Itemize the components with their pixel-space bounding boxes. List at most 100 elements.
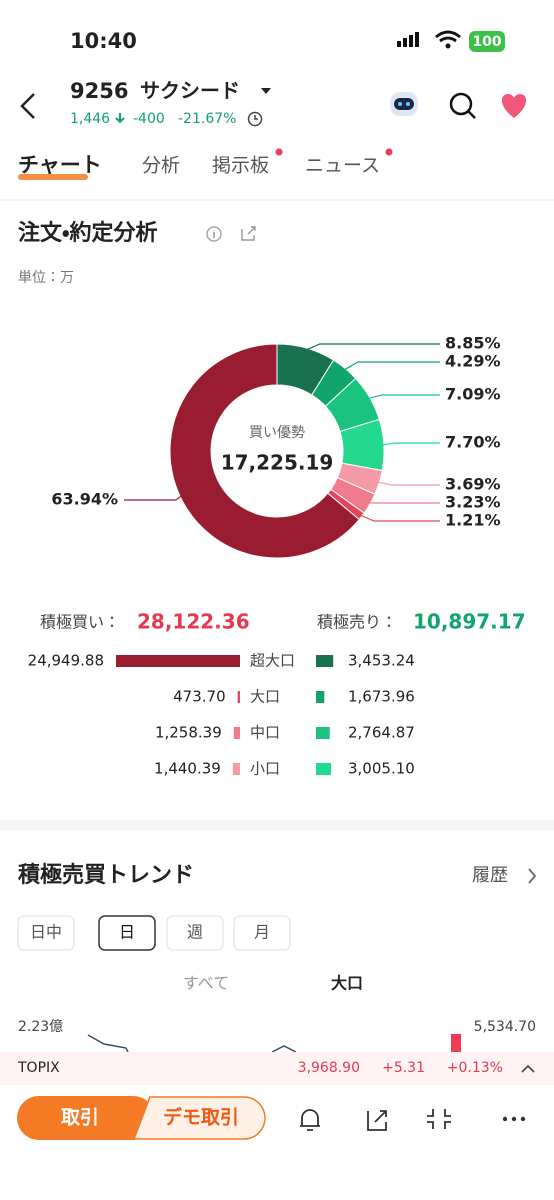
search-icon[interactable] <box>449 92 473 116</box>
tab-indicator <box>18 174 88 180</box>
search-handle <box>467 110 476 119</box>
sell-bar <box>316 691 325 703</box>
view-tab[interactable]: 大口 <box>331 974 363 993</box>
leader-line <box>343 361 440 371</box>
dropdown[interactable] <box>261 88 271 94</box>
right-axis-label: 5,534.70 <box>474 1019 536 1035</box>
donut-label: 8.85% <box>445 334 501 353</box>
tab[interactable]: チャート <box>18 153 102 177</box>
unit: 単位：万 <box>18 270 74 286</box>
wifi <box>435 30 461 43</box>
buy-bar <box>237 691 240 703</box>
donut-label: 7.09% <box>445 385 501 404</box>
index-price: 3,968.90 <box>298 1060 360 1076</box>
period-label: 日中 <box>30 923 62 942</box>
donut-center-value: 17,225.19 <box>221 451 334 475</box>
time: 10:40 <box>70 29 137 53</box>
trade-button[interactable] <box>17 1096 155 1140</box>
battery-level: 100 <box>472 34 501 50</box>
expand-icon[interactable] <box>521 1064 535 1073</box>
sell-label: 積極売り： <box>317 613 397 632</box>
share-button[interactable] <box>367 1110 387 1131</box>
period-label: 月 <box>254 923 270 942</box>
buy-bar <box>232 763 240 775</box>
buy-value: 473.70 <box>173 688 226 706</box>
donut-center-label: 買い優勢 <box>249 425 305 441</box>
alert-icon[interactable] <box>300 1109 320 1131</box>
down-arrow <box>115 113 125 124</box>
buy-label: 積極買い： <box>40 613 120 632</box>
price: 1,446 <box>70 111 110 127</box>
tab[interactable]: ニュース <box>305 155 380 177</box>
clock-icon <box>247 111 263 127</box>
sell-bar <box>316 727 330 739</box>
more-icon[interactable] <box>502 1116 526 1122</box>
leader-line <box>377 481 440 486</box>
trend-bar <box>451 1034 461 1052</box>
index-change-pct: +0.13% <box>447 1060 503 1076</box>
buy-bar <box>233 727 240 739</box>
stock-name[interactable]: サクシード <box>140 79 240 103</box>
period-button[interactable] <box>166 915 224 951</box>
clock-hand <box>254 115 258 120</box>
donut-label: 4.29% <box>445 352 501 371</box>
chevron <box>528 868 537 884</box>
index-bar[interactable] <box>0 1052 554 1085</box>
compress-icon[interactable] <box>427 1109 451 1129</box>
wifi-dot <box>445 43 451 49</box>
tab[interactable]: 掲示板 <box>212 155 269 177</box>
favorite-icon[interactable] <box>501 94 527 118</box>
category-label: 超大口 <box>250 652 295 670</box>
period-button[interactable] <box>98 915 156 951</box>
sell-bar <box>316 655 334 667</box>
sell-total: 10,897.17 <box>413 610 526 634</box>
leader-line <box>367 394 440 400</box>
trend-line <box>87 1034 297 1053</box>
index-change: +5.31 <box>382 1060 425 1076</box>
signal <box>397 32 419 47</box>
sell-value: 1,673.96 <box>348 688 415 706</box>
donut-label: 7.70% <box>445 433 501 452</box>
share-icon[interactable] <box>241 226 256 241</box>
tab[interactable]: 分析 <box>142 155 180 177</box>
period-label: 週 <box>187 923 203 942</box>
index-name: TOPIX <box>17 1060 60 1076</box>
view-tab[interactable]: すべて <box>183 974 229 993</box>
donut-label: 3.23% <box>445 493 501 512</box>
donut-label: 3.69% <box>445 475 501 494</box>
badge <box>385 148 393 156</box>
section-gap <box>0 820 554 830</box>
period-button[interactable] <box>17 915 75 951</box>
robot-icon[interactable] <box>390 92 418 116</box>
sell-value: 3,005.10 <box>348 760 415 778</box>
buy-bar <box>116 655 240 667</box>
demo-trade-label: デモ取引 <box>163 1106 239 1129</box>
section-title: 注文・約定分析 <box>18 220 157 246</box>
donut-label: 63.94% <box>51 490 118 509</box>
leader-line <box>124 495 183 501</box>
change-pct: -21.67% <box>178 111 236 127</box>
donut-segment <box>169 343 360 559</box>
buy-value: 1,258.39 <box>155 724 222 742</box>
buy-value: 1,440.39 <box>154 760 221 778</box>
stock-code: 9256 <box>70 79 128 103</box>
history-link[interactable]: 履歴 <box>472 865 508 886</box>
sell-bar <box>316 763 331 775</box>
category-label: 小口 <box>250 760 280 778</box>
change: -400 <box>133 111 165 127</box>
battery <box>469 31 505 52</box>
category-label: 中口 <box>250 724 280 742</box>
badge <box>275 148 283 156</box>
sell-value: 2,764.87 <box>348 724 415 742</box>
demo-trade-button[interactable] <box>132 1096 266 1140</box>
period-button[interactable] <box>233 915 291 951</box>
info-icon[interactable] <box>206 226 222 242</box>
category-label: 大口 <box>250 688 280 706</box>
sell-value: 3,453.24 <box>348 652 415 670</box>
buy-total: 28,122.36 <box>137 610 250 634</box>
back-button[interactable] <box>20 93 35 119</box>
leader-line <box>381 442 440 446</box>
